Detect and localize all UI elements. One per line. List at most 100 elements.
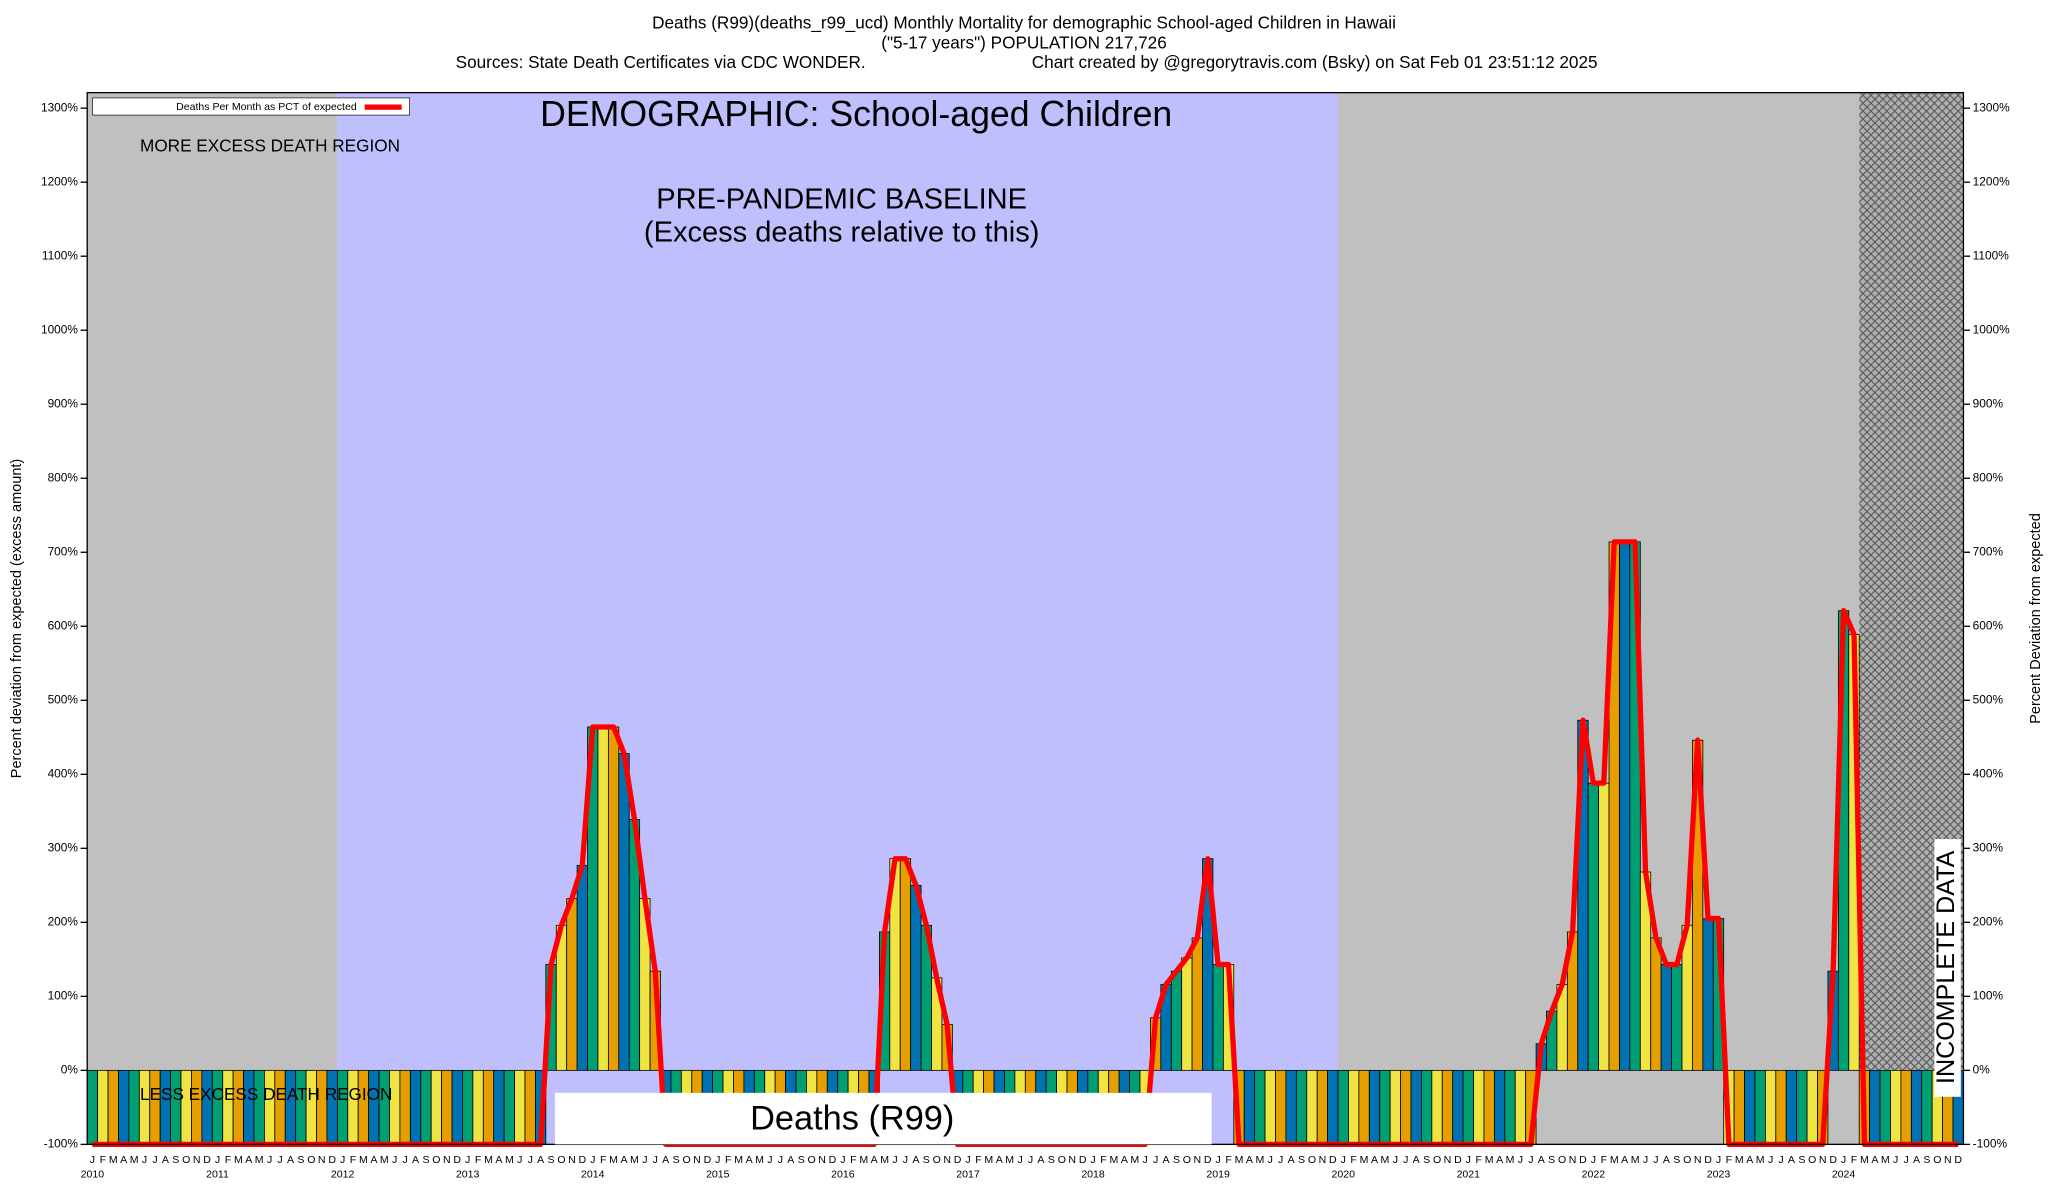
x-tick-label: A (1246, 1154, 1254, 1166)
x-tick-label: S (798, 1154, 805, 1166)
incomplete-label: INCOMPLETE DATA (1932, 850, 1960, 1084)
x-tick-label: A (1496, 1154, 1504, 1166)
x-tick-label: N (818, 1154, 826, 1166)
x-tick-label: A (1746, 1154, 1754, 1166)
y-tick-label: 1200% (41, 174, 78, 188)
bar (357, 1069, 370, 1145)
x-tick-label: M (1860, 1154, 1869, 1166)
x-tick-label: N (443, 1154, 451, 1166)
bar (1295, 1069, 1308, 1145)
x-tick-label: J (840, 1154, 845, 1166)
x-tick-label: M (234, 1154, 243, 1166)
x-tick-label: M (1235, 1154, 1244, 1166)
x-tick-label: A (120, 1154, 128, 1166)
region-baseline (337, 92, 1339, 1145)
bar (1702, 918, 1714, 1071)
x-tick-label: D (704, 1154, 712, 1166)
x-tick-label: M (380, 1154, 389, 1166)
bar (524, 1069, 536, 1145)
x-tick-label: J (1653, 1154, 1658, 1166)
x-tick-label: F (1350, 1154, 1357, 1166)
bar (389, 1069, 401, 1145)
bar (1619, 541, 1631, 1071)
year-label: 2015 (706, 1169, 730, 1181)
x-tick-label: S (422, 1154, 429, 1166)
x-tick-label: M (359, 1154, 368, 1166)
year-label: 2016 (831, 1169, 855, 1181)
bar (1671, 964, 1683, 1071)
less-region-label: LESS EXCESS DEATH REGION (140, 1084, 392, 1104)
x-tick-label: M (755, 1154, 764, 1166)
x-tick-label: A (1913, 1154, 1921, 1166)
x-tick-label: J (528, 1154, 533, 1166)
x-tick-label: M (1506, 1154, 1515, 1166)
x-tick-label: A (1037, 1154, 1045, 1166)
bar (107, 1069, 119, 1145)
bar (138, 1069, 151, 1145)
x-tick-label: M (1735, 1154, 1744, 1166)
x-tick-label: F (100, 1154, 107, 1166)
x-tick-label: J (1466, 1154, 1471, 1166)
x-tick-label: M (1130, 1154, 1139, 1166)
x-tick-label: N (1694, 1154, 1702, 1166)
x-tick-label: J (267, 1154, 272, 1166)
bar (514, 1069, 526, 1145)
x-tick-label: A (537, 1154, 545, 1166)
year-label: 2011 (206, 1169, 229, 1181)
y2-tick-label: 900% (1973, 396, 2004, 410)
bar (128, 1069, 140, 1145)
x-tick-label: J (715, 1154, 720, 1166)
bar (284, 1069, 297, 1145)
x-tick-label: J (1017, 1154, 1022, 1166)
bar (1754, 1069, 1766, 1145)
x-tick-label: D (1454, 1154, 1462, 1166)
y-axis-label: Percent deviation from expected (excess … (9, 459, 25, 778)
x-tick-label: J (1841, 1154, 1846, 1166)
bar (1181, 957, 1193, 1071)
x-tick-label: D (1704, 1154, 1712, 1166)
x-tick-label: A (620, 1154, 628, 1166)
x-tick-label: J (1153, 1154, 1158, 1166)
x-tick-label: J (1903, 1154, 1908, 1166)
year-label: 2014 (581, 1169, 605, 1181)
year-label: 2021 (1457, 1169, 1481, 1181)
x-tick-label: A (245, 1154, 253, 1166)
x-tick-label: J (1216, 1154, 1221, 1166)
x-tick-label: M (734, 1154, 743, 1166)
bar (118, 1069, 130, 1145)
bar (1806, 1069, 1818, 1145)
bar (274, 1069, 286, 1145)
bar (441, 1069, 453, 1145)
y-tick-label: 0% (61, 1062, 79, 1076)
x-tick-label: J (1341, 1154, 1346, 1166)
bar (1243, 1069, 1256, 1145)
x-tick-label: J (340, 1154, 345, 1166)
x-tick-label: O (933, 1154, 941, 1166)
y2-tick-label: -100% (1973, 1137, 2008, 1151)
x-tick-label: A (370, 1154, 378, 1166)
x-tick-label: F (1476, 1154, 1483, 1166)
year-label: 2017 (956, 1169, 980, 1181)
x-tick-label: N (1444, 1154, 1452, 1166)
bar (86, 1069, 99, 1145)
x-tick-label: N (943, 1154, 951, 1166)
x-tick-label: N (1193, 1154, 1201, 1166)
x-tick-label: O (682, 1154, 690, 1166)
bar (1306, 1069, 1318, 1145)
y-tick-label: 700% (48, 544, 79, 558)
x-tick-label: J (778, 1154, 783, 1166)
bar (399, 1069, 411, 1145)
bar (170, 1069, 182, 1145)
x-tick-label: J (1028, 1154, 1033, 1166)
bar (482, 1069, 495, 1145)
x-tick-label: D (579, 1154, 587, 1166)
x-tick-label: F (850, 1154, 857, 1166)
year-label: 2022 (1582, 1169, 1606, 1181)
bar (1796, 1069, 1808, 1145)
x-tick-label: N (318, 1154, 326, 1166)
x-tick-label: A (1871, 1154, 1879, 1166)
bar (180, 1069, 192, 1145)
bar (576, 864, 588, 1071)
bar (232, 1069, 244, 1145)
x-tick-label: A (1288, 1154, 1296, 1166)
